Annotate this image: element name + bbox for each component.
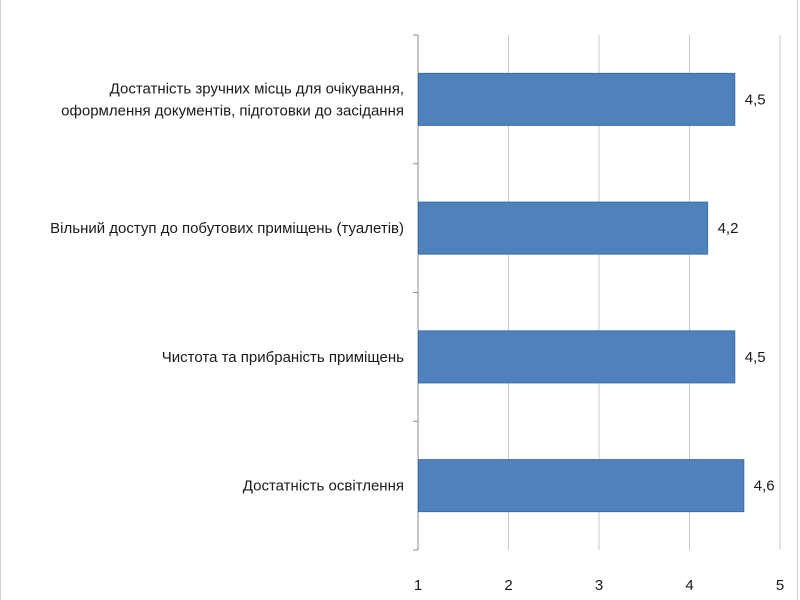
category-label-line: Достатність зручних місць для очікування…	[110, 80, 404, 97]
category-label-1: Достатність зручних місць для очікування…	[61, 80, 404, 119]
category-label-line: Достатність освітлення	[243, 478, 404, 495]
bars	[418, 72, 745, 513]
data-label-3: 4,5	[745, 349, 766, 366]
x-tick-label-1: 1	[414, 577, 422, 594]
category-label-line: Вільний доступ до побутових приміщень (т…	[50, 220, 404, 237]
x-tick-label-3: 3	[595, 577, 603, 594]
category-labels: Достатність зручних місць для очікування…	[50, 80, 404, 494]
x-tick-labels: 1 2 3 4 5	[414, 577, 784, 594]
category-label-line: оформлення документів, підготовки до зас…	[61, 102, 404, 119]
data-label-2: 4,2	[718, 220, 739, 237]
category-axis	[413, 34, 419, 551]
bar-3	[418, 330, 736, 384]
category-label-line: Чистота та прибраність приміщень	[162, 349, 404, 366]
x-tick-label-4: 4	[685, 577, 693, 594]
category-label-2: Вільний доступ до побутових приміщень (т…	[50, 220, 404, 237]
bar-2	[418, 201, 709, 255]
x-tick-label-5: 5	[776, 577, 784, 594]
x-tick-label-2: 2	[504, 577, 512, 594]
data-label-4: 4,6	[754, 478, 775, 495]
data-label-1: 4,5	[745, 91, 766, 108]
bar-1	[418, 72, 736, 126]
category-label-3: Чистота та прибраність приміщень	[162, 349, 404, 366]
data-labels: 4,5 4,2 4,5 4,6	[718, 91, 775, 494]
bar-4	[418, 459, 745, 513]
category-label-4: Достатність освітлення	[243, 478, 404, 495]
